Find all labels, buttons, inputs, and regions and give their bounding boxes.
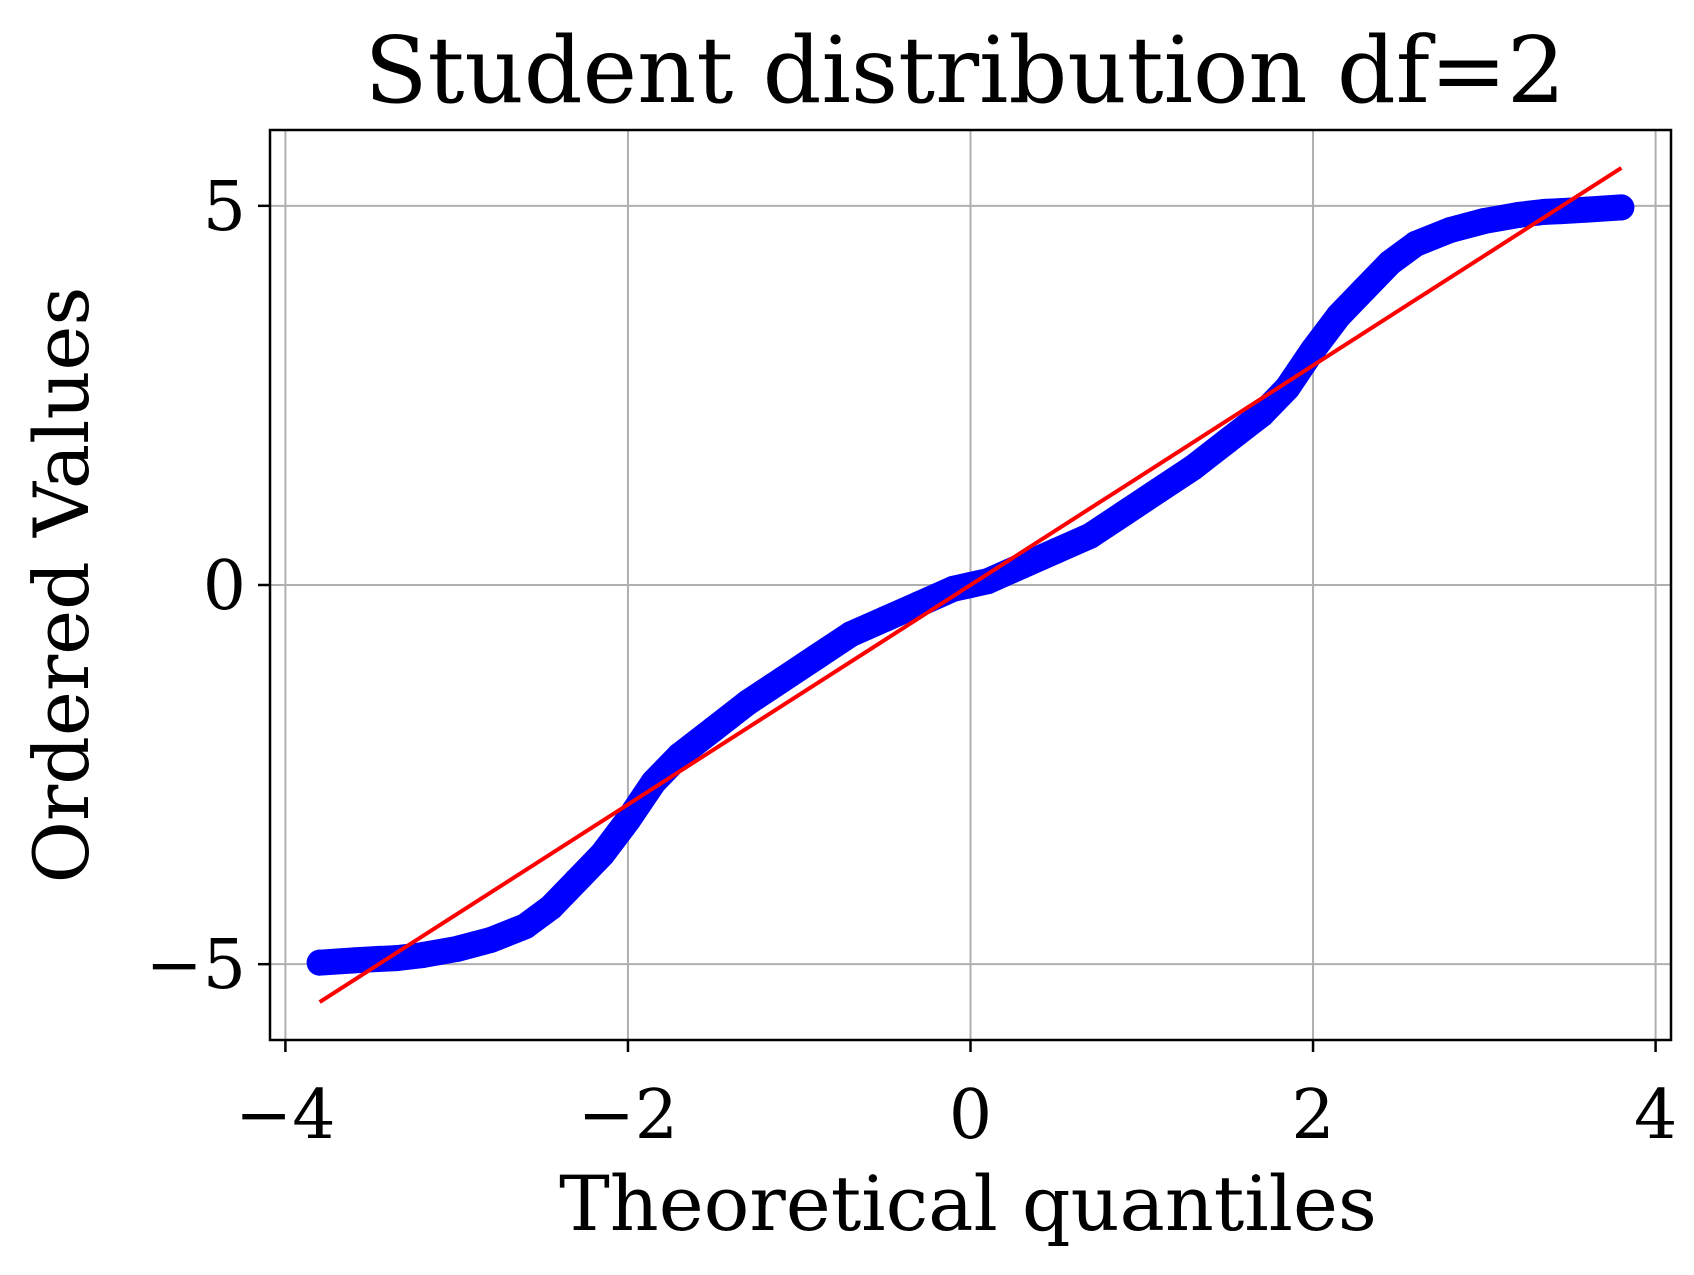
- y-tick-label: −5: [146, 926, 246, 1005]
- sample-point: [306, 949, 333, 976]
- reference-line-group: [318, 166, 1623, 1004]
- sample-point: [1377, 249, 1404, 276]
- sample-point: [409, 942, 436, 969]
- sample-point: [1274, 374, 1301, 401]
- sample-point: [563, 867, 590, 894]
- x-tick-label: −2: [578, 1076, 678, 1155]
- sample-point: [1008, 553, 1035, 580]
- sample-point: [906, 590, 933, 617]
- sample-point: [340, 947, 367, 974]
- sample-point: [1402, 230, 1429, 257]
- sample-point: [803, 644, 830, 671]
- sample-point: [537, 894, 564, 921]
- sample-point: [1180, 454, 1207, 481]
- sample-point: [1548, 198, 1575, 225]
- sample-point: [614, 807, 641, 834]
- sample-point: [1574, 196, 1601, 223]
- sample-point: [1505, 201, 1532, 228]
- sample-point: [734, 689, 761, 716]
- sample-point: [477, 926, 504, 953]
- x-tick-label: 2: [1291, 1076, 1334, 1155]
- chart-title: Student distribution df=2: [365, 17, 1566, 124]
- x-tick-label: −4: [235, 1076, 335, 1155]
- sample-point: [512, 913, 539, 940]
- y-axis-ticks: −5 0 5: [146, 168, 270, 1005]
- sample-point: [1111, 499, 1138, 526]
- x-tick-label: 4: [1634, 1076, 1677, 1155]
- sample-point: [1325, 302, 1352, 329]
- sample-point: [1077, 522, 1104, 549]
- sample-point: [589, 841, 616, 868]
- x-axis-label: Theoretical quantiles: [559, 1159, 1377, 1248]
- sample-point: [1248, 401, 1275, 428]
- sample-point: [640, 769, 667, 796]
- sample-point: [974, 568, 1001, 595]
- reference-line: [318, 166, 1623, 1004]
- y-tick-label: 0: [203, 547, 246, 626]
- x-axis-ticks: −4 −2 0 2 4: [235, 1040, 1677, 1155]
- sample-point: [1145, 477, 1172, 504]
- y-tick-label: 5: [203, 168, 246, 247]
- sample-point: [1471, 208, 1498, 234]
- sample-point: [666, 742, 693, 769]
- sample-point: [1351, 276, 1378, 303]
- sample-point: [383, 945, 410, 972]
- sample-point: [1300, 336, 1327, 363]
- x-tick-label: 0: [949, 1076, 992, 1155]
- sample-point: [769, 666, 796, 693]
- sample-point: [443, 936, 470, 962]
- sample-point: [1437, 217, 1464, 244]
- sample-point: [1214, 427, 1241, 454]
- y-axis-label: Ordered Values: [17, 287, 106, 884]
- sample-point: [1043, 537, 1070, 564]
- sample-point: [700, 716, 727, 743]
- sample-point: [837, 621, 864, 648]
- sample-point: [1608, 194, 1635, 221]
- sample-point: [871, 606, 898, 633]
